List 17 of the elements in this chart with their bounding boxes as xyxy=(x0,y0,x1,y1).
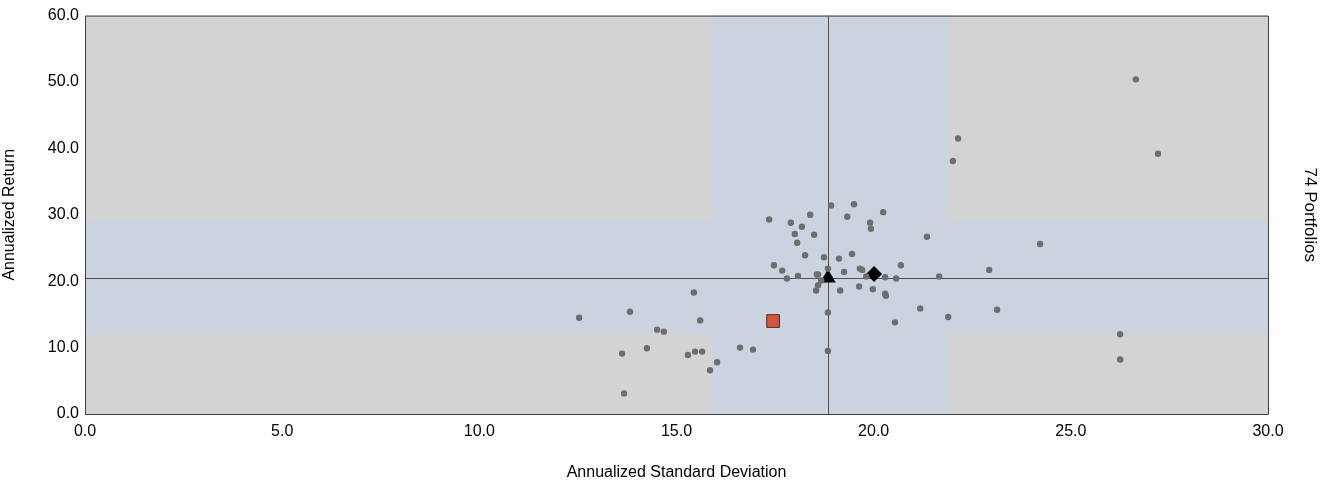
y-tick-label: 30.0 xyxy=(47,205,80,223)
y-tick-label: 50.0 xyxy=(47,72,80,90)
x-tick-label: 0.0 xyxy=(73,422,97,440)
x-tick-label: 30.0 xyxy=(1252,422,1284,440)
y-tick-label: 10.0 xyxy=(47,338,80,356)
text: 74 Portfolios xyxy=(1301,167,1321,263)
x-tick-label: 10.0 xyxy=(463,422,496,440)
y-tick-label: 60.0 xyxy=(47,6,80,24)
x-tick-label: 25.0 xyxy=(1055,422,1087,440)
x-tick-label: 15.0 xyxy=(660,422,693,440)
x-tick-label: 5.0 xyxy=(271,422,294,440)
y-tick-label: 20.0 xyxy=(47,271,80,289)
y-tick-label: 0.0 xyxy=(56,404,80,422)
y-axis-title: Annualized Return xyxy=(0,148,18,281)
x-tick-label: 20.0 xyxy=(858,422,890,440)
y-tick-label: 40.0 xyxy=(47,138,80,156)
x-axis-title: Annualized Standard Deviation xyxy=(566,462,787,480)
